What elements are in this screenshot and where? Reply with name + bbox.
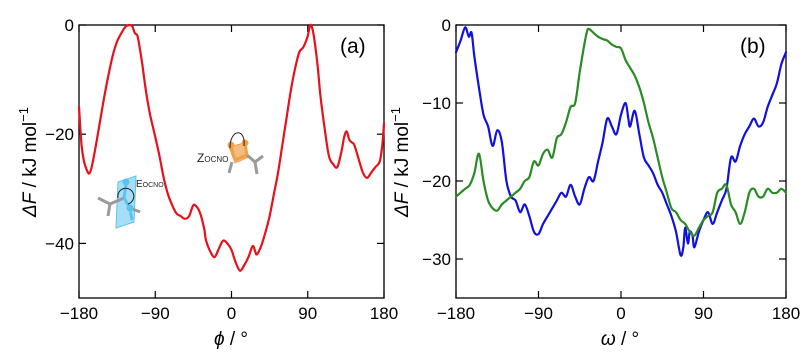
y-axis-symbol-b: ΔF — [392, 191, 413, 218]
y-axis-label-b: ΔF / kJ mol−1 — [388, 107, 413, 218]
y-tick-label-b-3: −30 — [422, 250, 451, 269]
curves-a — [77, 23, 386, 272]
panel-b: −180 −90 0 90 180 0 −10 −20 −30 (b) ω / ° ΔF / k… — [388, 16, 800, 350]
panel-a: −180 −90 0 90 180 0 −20 −40 (a) ϕ / ° ΔF / kJ m… — [16, 16, 398, 350]
y-tick-label-a-0: 0 — [65, 16, 74, 35]
series-line-a-0 — [77, 23, 386, 272]
x-axis-unit-a: / ° — [225, 329, 248, 350]
annotation-z-sub: OCNO — [204, 155, 228, 164]
x-tick-label-a-4: 180 — [370, 304, 398, 323]
x-axis-symbol-a: ϕ — [214, 329, 225, 350]
x-tick-label-b-0: −180 — [437, 304, 475, 323]
x-tick-label-a-2: 0 — [227, 304, 236, 323]
annotation-z-ocno: ZOCNO — [197, 151, 228, 165]
annotation-e-sub: OCNO — [143, 182, 165, 189]
y-axis-label-a: ΔF / kJ mol−1 — [16, 107, 41, 218]
ticks-a: −180 −90 0 90 180 0 −20 −40 — [45, 16, 398, 323]
curves-b — [454, 26, 788, 257]
x-tick-label-a-0: −180 — [60, 304, 98, 323]
annotation-z-main: Z — [197, 151, 204, 165]
y-axis-symbol-a: ΔF — [20, 191, 41, 218]
x-tick-label-a-3: 90 — [298, 304, 317, 323]
x-tick-label-b-1: −90 — [524, 304, 553, 323]
x-axis-label-a: ϕ / ° — [214, 329, 248, 350]
series-line-b-1 — [454, 27, 788, 237]
x-tick-label-b-2: 0 — [616, 304, 625, 323]
annotation-e-main: E — [136, 179, 143, 190]
ticks-b: −180 −90 0 90 180 0 −10 −20 −30 — [422, 16, 800, 323]
panel-label-a: (a) — [340, 35, 366, 58]
y-tick-label-b-2: −20 — [422, 172, 451, 191]
x-axis-label-b: ω / ° — [601, 329, 639, 350]
molecule-z-ocno-icon — [227, 132, 264, 175]
y-axis-sup-b: −1 — [388, 107, 403, 122]
y-tick-label-b-0: 0 — [442, 16, 451, 35]
x-tick-label-b-4: 180 — [772, 304, 800, 323]
molecule-e-ocno-icon — [97, 175, 141, 229]
y-tick-label-a-2: −40 — [45, 234, 74, 253]
y-tick-label-b-1: −10 — [422, 94, 451, 113]
y-axis-unit-b: / kJ mol — [392, 122, 413, 193]
y-axis-unit-a: / kJ mol — [20, 122, 41, 193]
x-tick-label-a-1: −90 — [141, 304, 170, 323]
x-axis-unit-b: / ° — [616, 329, 639, 350]
panel-label-b: (b) — [740, 35, 766, 58]
annotation-e-ocno: EOCNO — [136, 179, 164, 190]
y-axis-sup-a: −1 — [16, 107, 31, 122]
y-tick-label-a-1: −20 — [45, 125, 74, 144]
x-tick-label-b-3: 90 — [694, 304, 713, 323]
series-line-b-0 — [454, 26, 788, 257]
x-axis-symbol-b: ω — [601, 329, 616, 350]
